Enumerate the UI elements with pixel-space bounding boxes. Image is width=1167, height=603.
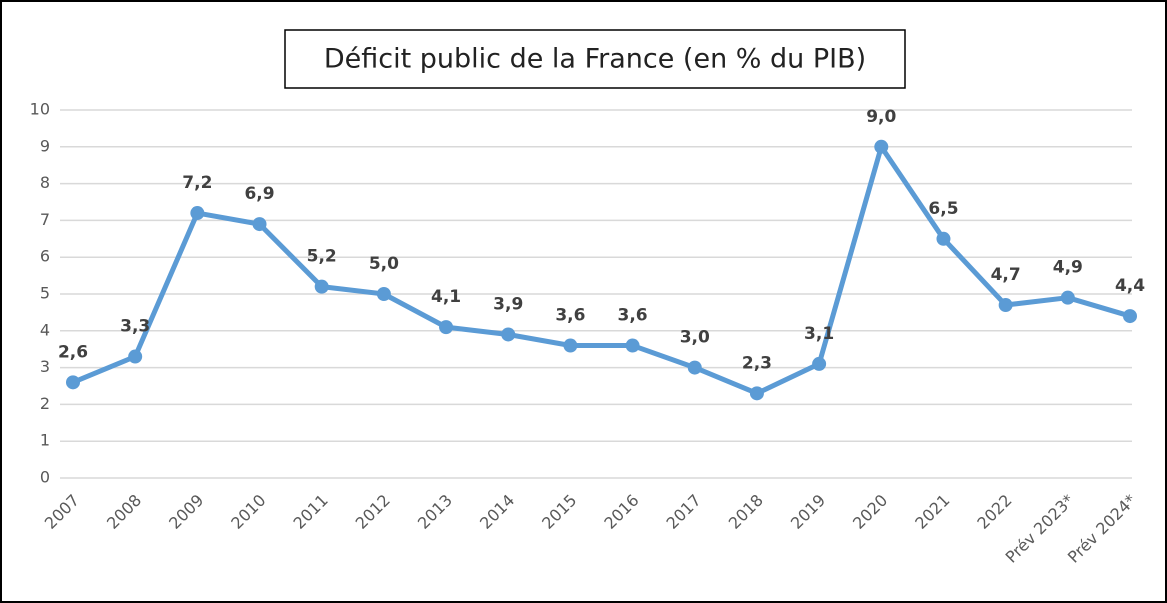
data-label: 3,9 xyxy=(493,294,523,314)
line xyxy=(72,144,1131,396)
data-label: 4,1 xyxy=(431,287,461,307)
chart-title: Déficit public de la France (en % du PIB… xyxy=(324,44,866,75)
data-label: 4,7 xyxy=(991,265,1021,285)
marker xyxy=(252,217,267,232)
marker xyxy=(874,139,889,154)
marker xyxy=(501,327,516,342)
marker xyxy=(128,349,143,364)
y-tick-label: 1 xyxy=(40,431,50,450)
marker xyxy=(563,338,578,353)
data-label: 3,1 xyxy=(804,324,834,344)
title-box xyxy=(284,29,906,89)
marker xyxy=(314,279,329,294)
data-label: 4,4 xyxy=(1115,276,1145,296)
marker xyxy=(190,206,205,221)
marker xyxy=(687,360,702,375)
data-label: 2,3 xyxy=(742,353,772,373)
data-label: 3,6 xyxy=(555,306,585,326)
y-tick-label: 5 xyxy=(40,284,50,303)
y-tick-label: 2 xyxy=(40,394,50,413)
y-tick-label: 3 xyxy=(40,357,50,376)
marker xyxy=(439,320,454,335)
marker xyxy=(749,386,764,401)
data-label: 5,2 xyxy=(307,247,337,267)
data-label: 4,9 xyxy=(1053,258,1083,278)
y-tick-label: 9 xyxy=(40,136,50,155)
data-label: 3,3 xyxy=(120,317,150,337)
marker xyxy=(1123,309,1137,324)
data-label: 3,0 xyxy=(680,328,710,348)
marker xyxy=(998,298,1013,313)
y-tick-label: 7 xyxy=(40,210,50,229)
marker xyxy=(812,356,827,371)
y-tick-label: 8 xyxy=(40,173,50,192)
data-label: 9,0 xyxy=(866,107,896,127)
data-label: 5,0 xyxy=(369,254,399,274)
marker xyxy=(1060,290,1075,305)
data-label: 7,2 xyxy=(182,173,212,193)
data-label: 6,9 xyxy=(244,184,274,204)
marker xyxy=(66,375,80,390)
y-tick-label: 4 xyxy=(40,320,50,339)
y-tick-label: 10 xyxy=(30,100,50,119)
y-tick-label: 0 xyxy=(40,468,50,487)
data-label: 2,6 xyxy=(58,342,88,362)
y-tick-label: 6 xyxy=(40,247,50,266)
data-label: 6,5 xyxy=(928,199,958,219)
marker xyxy=(936,231,951,246)
marker xyxy=(625,338,640,353)
marker xyxy=(376,287,391,301)
data-label: 3,6 xyxy=(618,306,648,326)
